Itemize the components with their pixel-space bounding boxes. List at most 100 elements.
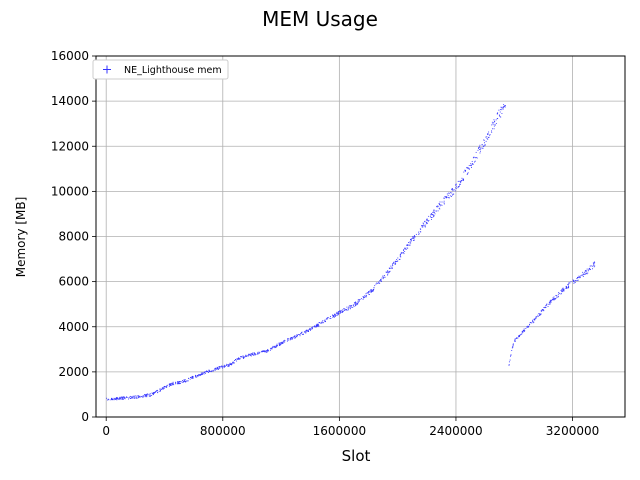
data-point [406, 247, 408, 249]
data-point [250, 355, 252, 357]
data-point [586, 268, 588, 270]
data-point [492, 123, 494, 125]
data-point [300, 333, 302, 334]
data-point [318, 325, 320, 327]
data-point [184, 380, 186, 382]
data-point [311, 327, 313, 329]
data-point [343, 309, 345, 311]
data-point [409, 241, 411, 243]
data-point [151, 392, 153, 394]
data-point [266, 351, 268, 353]
data-point [422, 225, 424, 227]
data-point [262, 350, 264, 352]
data-point [527, 327, 529, 328]
data-point [130, 396, 132, 398]
data-point [515, 338, 517, 339]
data-point [438, 207, 440, 209]
data-point [184, 379, 186, 380]
data-point [253, 352, 255, 354]
y-tick-label: 16000 [51, 49, 89, 63]
data-point [200, 374, 201, 376]
data-point [558, 295, 559, 297]
data-point [215, 368, 217, 370]
data-point [475, 157, 477, 158]
data-point [561, 288, 563, 290]
data-point [166, 385, 168, 387]
data-point [353, 305, 355, 307]
data-point [479, 146, 481, 148]
data-point [250, 355, 252, 357]
data-point [387, 274, 389, 276]
data-point [126, 396, 128, 398]
data-point [374, 285, 376, 287]
data-point [296, 334, 298, 336]
data-point [420, 228, 422, 230]
data-point [217, 367, 219, 369]
data-point [212, 370, 214, 372]
data-point [548, 302, 550, 304]
data-point [143, 395, 145, 397]
data-point [430, 217, 432, 218]
y-tick-label: 2000 [58, 365, 89, 379]
data-point [272, 347, 274, 348]
data-point [119, 396, 121, 398]
data-point [379, 283, 381, 284]
data-point [508, 364, 510, 366]
data-point [479, 152, 481, 154]
data-point [355, 303, 357, 305]
data-point [136, 397, 138, 399]
data-point [468, 167, 470, 169]
data-point [509, 359, 511, 361]
data-point [412, 236, 414, 238]
data-point [593, 264, 594, 266]
data-point [178, 383, 179, 384]
data-point [390, 265, 392, 267]
data-point [120, 398, 122, 400]
data-point [144, 395, 146, 397]
data-point [354, 302, 356, 304]
data-point [149, 393, 151, 395]
data-point [430, 214, 432, 216]
data-point [585, 270, 587, 272]
data-point [149, 395, 151, 397]
data-point [414, 236, 416, 238]
data-point [121, 399, 123, 400]
data-point [172, 381, 174, 383]
data-point [458, 186, 460, 188]
data-point [324, 321, 326, 323]
data-point [420, 231, 422, 233]
data-point [523, 329, 525, 331]
data-point [139, 395, 141, 397]
data-point [379, 280, 381, 281]
data-point [339, 313, 341, 314]
data-point [593, 261, 595, 263]
data-point [207, 370, 209, 372]
data-point [426, 222, 428, 224]
data-point [312, 326, 314, 328]
data-point [470, 163, 472, 165]
data-point [257, 351, 259, 353]
data-point [278, 342, 280, 344]
data-point [199, 374, 201, 376]
data-point [487, 134, 489, 135]
data-point [247, 354, 249, 356]
data-point [203, 373, 205, 375]
data-point [562, 290, 564, 292]
data-point [259, 352, 260, 354]
data-point [427, 220, 429, 222]
data-point [144, 394, 146, 396]
data-point [365, 296, 367, 298]
data-point [412, 240, 414, 241]
data-point [500, 116, 502, 118]
data-point [275, 345, 277, 347]
data-point [330, 317, 332, 319]
data-point [179, 381, 180, 383]
data-point [436, 206, 438, 208]
data-point [155, 390, 157, 392]
data-point [282, 341, 284, 343]
y-tick-label: 4000 [58, 320, 89, 334]
data-point [344, 308, 346, 310]
data-point [410, 239, 412, 241]
data-point [496, 113, 498, 115]
data-point [177, 383, 178, 385]
